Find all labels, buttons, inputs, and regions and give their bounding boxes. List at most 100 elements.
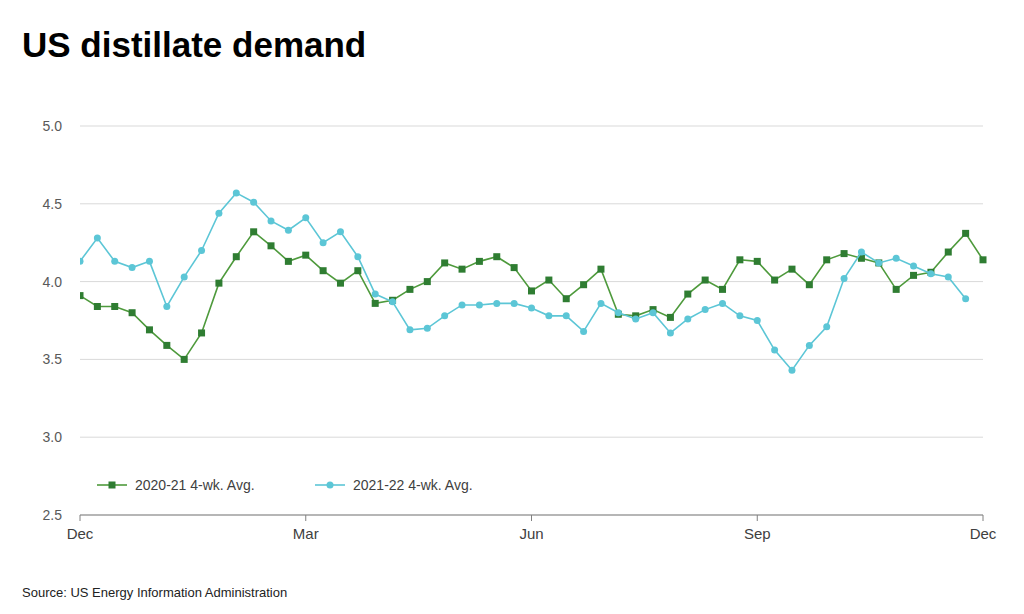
point [719,286,726,293]
point [181,273,188,280]
point [163,342,170,349]
point [650,309,657,316]
point [146,258,153,265]
point [528,305,535,312]
point [528,287,535,294]
point [702,306,709,313]
point [771,347,778,354]
y-tick-label: 2.5 [43,507,63,523]
point [372,291,379,298]
x-tick [80,515,81,521]
point [268,242,275,249]
point [927,270,934,277]
point [285,227,292,234]
legend: 2020-21 4-wk. Avg. 2021-22 4-wk. Avg. [97,477,473,493]
point [736,312,743,319]
point [80,292,84,299]
point [493,300,500,307]
legend-label: 2020-21 4-wk. Avg. [135,477,255,493]
point [233,189,240,196]
point [615,309,622,316]
point [459,301,466,308]
point [111,303,118,310]
y-tick-label: 3.5 [43,351,63,367]
point [198,247,205,254]
point [511,300,518,307]
grid-line [80,359,983,360]
legend-marker [327,482,334,489]
point [129,309,136,316]
point [511,264,518,271]
x-tick-label: Jun [519,525,543,542]
point [545,312,552,319]
point [493,253,500,260]
point [354,253,361,260]
point [980,256,987,263]
point [563,312,570,319]
y-tick-label: 4.5 [43,196,63,212]
x-tick [983,515,984,521]
point [823,323,830,330]
x-tick [305,515,306,521]
point [146,326,153,333]
point [441,259,448,266]
point [632,315,639,322]
point [198,329,205,336]
point [910,272,917,279]
point [406,326,413,333]
point [233,253,240,260]
point [875,259,882,266]
point [389,298,396,305]
point [667,314,674,321]
point [823,256,830,263]
point [806,342,813,349]
point [788,266,795,273]
point [667,329,674,336]
x-tick-label: Dec [970,525,997,542]
point [424,325,431,332]
point [806,281,813,288]
point [580,281,587,288]
x-tick [531,515,532,521]
point [754,317,761,324]
point [702,277,709,284]
point [945,249,952,256]
point [962,230,969,237]
legend-label: 2021-22 4-wk. Avg. [353,477,473,493]
chart: US distillate demand2.53.03.54.04.55.0De… [0,0,1024,614]
point [302,252,309,259]
point [580,328,587,335]
grid [80,126,983,515]
point [302,214,309,221]
point [111,258,118,265]
grid-line [80,437,983,438]
point [684,315,691,322]
point [841,275,848,282]
point [320,267,327,274]
y-tick-label: 5.0 [43,118,63,134]
point [597,266,604,273]
point [736,256,743,263]
point [545,277,552,284]
series-line [80,232,983,360]
point [424,278,431,285]
point [181,356,188,363]
x-tick [757,515,758,521]
x-tick-label: Dec [67,525,94,542]
point [94,235,101,242]
x-tick-label: Sep [744,525,771,542]
point [754,258,761,265]
point [841,250,848,257]
point [858,249,865,256]
title: US distillate demand [22,25,366,64]
y-tick-label: 4.0 [43,274,63,290]
point [476,258,483,265]
point [476,301,483,308]
point [459,266,466,273]
point [684,291,691,298]
point [962,295,969,302]
point [250,199,257,206]
point [215,210,222,217]
point [597,300,604,307]
point [337,280,344,287]
